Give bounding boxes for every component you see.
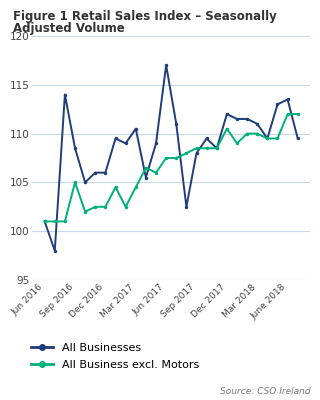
All Businesses bbox=[235, 116, 239, 121]
All Business excl. Motors bbox=[205, 146, 209, 151]
All Business excl. Motors bbox=[215, 146, 219, 151]
All Business excl. Motors bbox=[134, 185, 138, 190]
All Business excl. Motors bbox=[43, 219, 47, 224]
All Businesses bbox=[174, 122, 178, 126]
All Businesses bbox=[245, 116, 249, 121]
All Business excl. Motors bbox=[174, 156, 178, 160]
All Businesses bbox=[43, 219, 47, 224]
All Businesses bbox=[164, 63, 168, 68]
All Business excl. Motors bbox=[255, 131, 259, 136]
All Businesses bbox=[73, 146, 77, 151]
All Businesses bbox=[266, 136, 269, 141]
All Business excl. Motors bbox=[63, 219, 67, 224]
All Businesses bbox=[276, 102, 279, 107]
All Business excl. Motors bbox=[73, 180, 77, 185]
All Businesses bbox=[195, 151, 198, 156]
All Business excl. Motors bbox=[103, 204, 107, 209]
All Business excl. Motors bbox=[53, 219, 57, 224]
All Business excl. Motors bbox=[245, 131, 249, 136]
All Businesses bbox=[83, 180, 87, 185]
All Business excl. Motors bbox=[296, 112, 300, 116]
All Business excl. Motors bbox=[225, 126, 229, 131]
Text: Adjusted Volume: Adjusted Volume bbox=[13, 22, 124, 35]
All Businesses bbox=[63, 92, 67, 97]
Line: All Businesses: All Businesses bbox=[43, 64, 300, 252]
All Business excl. Motors bbox=[195, 146, 198, 151]
Text: Figure 1 Retail Sales Index – Seasonally: Figure 1 Retail Sales Index – Seasonally bbox=[13, 10, 276, 23]
All Business excl. Motors bbox=[164, 156, 168, 160]
All Businesses bbox=[184, 204, 188, 209]
All Businesses bbox=[205, 136, 209, 141]
All Businesses bbox=[124, 141, 128, 146]
All Businesses bbox=[114, 136, 117, 141]
All Business excl. Motors bbox=[83, 209, 87, 214]
All Businesses bbox=[134, 126, 138, 131]
All Businesses bbox=[225, 112, 229, 116]
All Business excl. Motors bbox=[154, 170, 158, 175]
All Businesses bbox=[296, 136, 300, 141]
All Businesses bbox=[144, 175, 148, 180]
All Business excl. Motors bbox=[235, 141, 239, 146]
All Business excl. Motors bbox=[93, 204, 97, 209]
Legend: All Businesses, All Business excl. Motors: All Businesses, All Business excl. Motor… bbox=[31, 342, 199, 370]
All Business excl. Motors bbox=[144, 165, 148, 170]
All Business excl. Motors bbox=[184, 151, 188, 156]
All Businesses bbox=[215, 146, 219, 151]
All Businesses bbox=[53, 248, 57, 253]
All Business excl. Motors bbox=[114, 185, 117, 190]
All Business excl. Motors bbox=[286, 112, 290, 116]
All Businesses bbox=[286, 97, 290, 102]
All Businesses bbox=[154, 141, 158, 146]
All Businesses bbox=[93, 170, 97, 175]
All Business excl. Motors bbox=[276, 136, 279, 141]
Text: Source: CSO Ireland: Source: CSO Ireland bbox=[220, 387, 310, 396]
All Businesses bbox=[255, 122, 259, 126]
All Businesses bbox=[103, 170, 107, 175]
Line: All Business excl. Motors: All Business excl. Motors bbox=[43, 112, 300, 223]
All Business excl. Motors bbox=[124, 204, 128, 209]
All Business excl. Motors bbox=[266, 136, 269, 141]
